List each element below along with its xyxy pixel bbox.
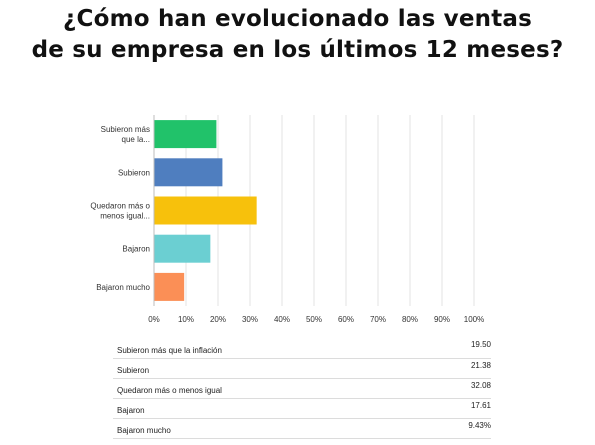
x-tick-label: 60% xyxy=(338,315,354,324)
category-label: menos igual... xyxy=(100,212,150,221)
table-row: Bajaron 17.61 xyxy=(113,398,491,419)
title-line-2: de su empresa en los últimos 12 meses? xyxy=(31,37,564,63)
x-tick-label: 50% xyxy=(306,315,322,324)
category-label: Quedaron más o xyxy=(90,202,150,211)
category-label: que la... xyxy=(122,135,150,144)
bar xyxy=(154,158,223,187)
x-tick-label: 70% xyxy=(370,315,386,324)
results-table: Subieron más que la inflación 19.50 Subi… xyxy=(113,338,491,439)
row-value: 19.50 xyxy=(461,338,491,359)
x-tick-label: 100% xyxy=(464,315,484,324)
row-label: Quedaron más o menos igual xyxy=(113,378,461,399)
x-tick-label: 30% xyxy=(242,315,258,324)
row-value: 21.38 xyxy=(461,358,491,379)
bar xyxy=(154,234,211,263)
x-tick-label: 10% xyxy=(178,315,194,324)
row-value: 17.61 xyxy=(461,398,491,419)
row-label: Bajaron xyxy=(113,398,461,419)
table-row: Bajaron mucho 9.43% xyxy=(113,418,491,439)
table-row: Subieron 21.38 xyxy=(113,358,491,379)
bar xyxy=(154,196,257,225)
x-tick-label: 20% xyxy=(210,315,226,324)
row-label: Bajaron mucho xyxy=(113,418,461,439)
x-tick-label: 90% xyxy=(434,315,450,324)
row-value: 9.43% xyxy=(461,418,491,439)
table-row: Quedaron más o menos igual 32.08 xyxy=(113,378,491,399)
category-label: Subieron más xyxy=(101,125,150,134)
row-value: 32.08 xyxy=(461,378,491,399)
row-label: Subieron más que la inflación xyxy=(113,338,461,359)
x-tick-label: 0% xyxy=(148,315,160,324)
category-label: Bajaron xyxy=(122,245,150,254)
x-tick-label: 40% xyxy=(274,315,290,324)
title-line-1: ¿Cómo han evolucionado las ventas xyxy=(62,6,533,32)
page-title: ¿Cómo han evolucionado las ventas de su … xyxy=(0,4,595,66)
table-row: Subieron más que la inflación 19.50 xyxy=(113,338,491,359)
bar xyxy=(154,120,217,149)
x-tick-label: 80% xyxy=(402,315,418,324)
bar xyxy=(154,272,185,301)
category-label: Subieron xyxy=(118,168,150,177)
category-label: Bajaron mucho xyxy=(96,283,150,292)
row-label: Subieron xyxy=(113,358,461,379)
